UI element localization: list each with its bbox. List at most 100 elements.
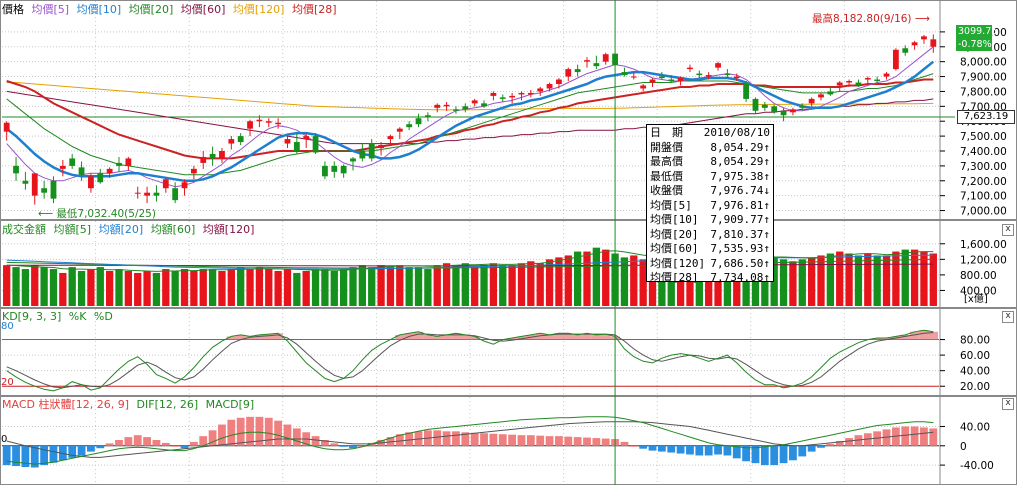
macd-bar	[236, 417, 245, 446]
volume-bar	[218, 271, 226, 306]
volume-bar	[920, 251, 928, 306]
macd-bar	[629, 445, 638, 447]
candle-body	[181, 182, 188, 189]
macd-bar	[274, 420, 283, 446]
macd-bar	[311, 436, 320, 446]
candle-body	[69, 158, 76, 166]
candle-body	[902, 48, 909, 53]
macd-bar	[2, 445, 11, 466]
candle-body	[490, 92, 497, 96]
kd-overbought-fill	[451, 333, 461, 340]
candle-body	[434, 104, 441, 108]
candle-body	[790, 109, 796, 113]
volume-bar	[620, 257, 629, 306]
macd-bar	[648, 445, 657, 451]
macd-bar	[87, 445, 95, 452]
macd-bar	[227, 419, 236, 446]
volume-bar	[789, 261, 797, 306]
volume-bar	[817, 255, 825, 306]
macd-bar	[863, 433, 872, 446]
candle-body	[705, 75, 712, 77]
candle-body	[228, 139, 235, 144]
candle-body	[219, 151, 225, 159]
candle-body	[687, 67, 693, 70]
volume-legend: 成交金額 均額[5] 均額[20] 均額[60] 均額[120]	[2, 223, 258, 236]
candle-body	[808, 98, 815, 104]
volume-bar	[255, 267, 264, 306]
kd-overbought-fill	[535, 333, 545, 340]
kd-overbought-fill	[395, 334, 405, 340]
candle-body	[97, 173, 104, 183]
volume-bar	[152, 272, 161, 306]
macd-tick-label: -40.00	[960, 460, 994, 472]
vol-ma60-line	[6, 258, 934, 269]
price-tick-label: 7,000.00	[960, 206, 1007, 218]
volume-bar	[742, 259, 750, 306]
macd-bar	[620, 441, 629, 446]
volume-bar	[873, 255, 881, 306]
volume-bar	[508, 265, 516, 306]
candle-body	[649, 79, 656, 83]
macd-bar	[124, 437, 133, 446]
macd-bar	[161, 442, 170, 446]
ma28-line	[6, 78, 934, 160]
candle-body	[677, 78, 684, 82]
candle-body	[499, 97, 506, 99]
legend-ma60: 均價[60]	[180, 3, 226, 16]
volume-bar	[171, 271, 179, 306]
volume-bar	[311, 269, 320, 306]
ma60-line	[6, 90, 934, 145]
candle-body	[340, 165, 347, 174]
macd-bar	[714, 445, 722, 455]
candle-body	[125, 158, 132, 166]
ma10-line	[5, 60, 935, 183]
volume-bar	[658, 259, 666, 306]
volume-bar	[461, 263, 469, 306]
tooltip-row-open: 開盤價 8,054.29↑	[650, 140, 770, 154]
volume-bar	[779, 259, 788, 306]
kd-overbought-fill	[516, 336, 527, 340]
d-line	[6, 332, 934, 389]
candle-body	[312, 136, 319, 153]
volume-bar	[573, 251, 582, 306]
candle-body	[415, 118, 422, 125]
candle-body	[162, 179, 169, 189]
macd-bar	[601, 438, 610, 446]
macd-bar	[339, 445, 348, 447]
volume-bar	[555, 257, 563, 306]
candle-body	[88, 176, 94, 189]
candle-body	[602, 54, 609, 62]
kd-overbought-fill	[544, 334, 555, 340]
candle-body	[303, 136, 310, 140]
legend-k: %K	[68, 310, 87, 323]
tooltip-row-ma60: 均價[60] 7,535.93↑	[650, 242, 770, 255]
kd-overbought-fill	[881, 338, 892, 340]
macd-bar	[461, 432, 470, 446]
macd-close-button[interactable]: x	[1002, 398, 1014, 410]
candle-body	[331, 165, 338, 172]
candle-body	[424, 115, 431, 117]
macd-bar	[583, 437, 591, 446]
vol-ma20-line	[6, 254, 934, 270]
candle-body	[378, 145, 384, 149]
candle-body	[846, 81, 852, 83]
macd-bar	[798, 445, 807, 457]
volume-tick-label: 1,200.00	[960, 254, 1007, 266]
macd-bar	[349, 445, 357, 449]
price-tick-label: 7,400.00	[960, 146, 1007, 158]
kd-overbought-fill	[432, 336, 442, 340]
macd-bar	[920, 427, 928, 446]
price-legend: 價格 均價[5] 均價[10] 均價[20] 均價[60] 均價[120] 均價…	[2, 3, 341, 16]
kd-close-button[interactable]: x	[1002, 311, 1014, 323]
kd-overbought-fill	[554, 333, 564, 340]
macd-bar	[489, 433, 498, 446]
kd-overbought-fill	[254, 334, 265, 340]
macd-bar	[96, 445, 105, 449]
volume-close-button[interactable]: x	[1002, 224, 1014, 236]
volume-bar	[180, 269, 189, 306]
macd-bar	[21, 445, 30, 468]
volume-bar	[882, 255, 891, 306]
candle-body	[780, 110, 787, 116]
